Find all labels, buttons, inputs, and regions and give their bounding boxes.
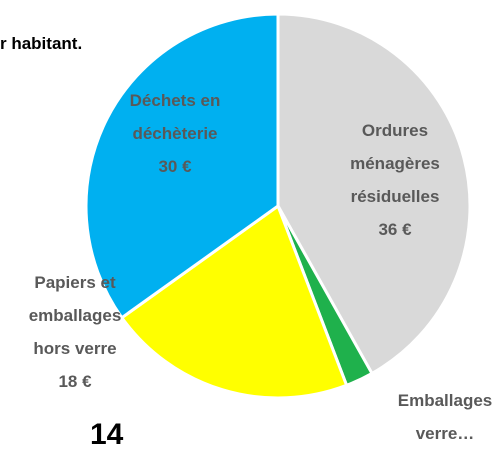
pie-slice bbox=[119, 203, 349, 400]
value-label: 18 € bbox=[58, 372, 92, 391]
value-label: 36 € bbox=[378, 220, 412, 239]
category-label: Ordures ménagères résiduelles bbox=[350, 121, 440, 206]
annotation: r habitant. bbox=[0, 34, 83, 53]
chart bbox=[84, 12, 472, 400]
pie-slice bbox=[84, 12, 280, 320]
slice-label: Déchets en déchèterie 30 € bbox=[115, 84, 235, 183]
slice-label: Ordures ménagères résiduelles 36 € bbox=[330, 114, 460, 246]
pie-slice bbox=[276, 12, 472, 376]
category-label: Emballages verre… bbox=[397, 391, 493, 443]
slice-label: Emballages verre… bbox=[380, 384, 499, 450]
slice-label: Papiers et emballages hors verre 18 € bbox=[10, 266, 140, 398]
value-label: 30 € bbox=[158, 157, 192, 176]
category-label: Déchets en déchèterie bbox=[129, 91, 221, 143]
page: {"chart_data": {"type": "pie", "categori… bbox=[0, 12, 493, 451]
category-label: Papiers et emballages hors verre bbox=[28, 273, 122, 358]
annotation: 14 bbox=[90, 418, 124, 451]
